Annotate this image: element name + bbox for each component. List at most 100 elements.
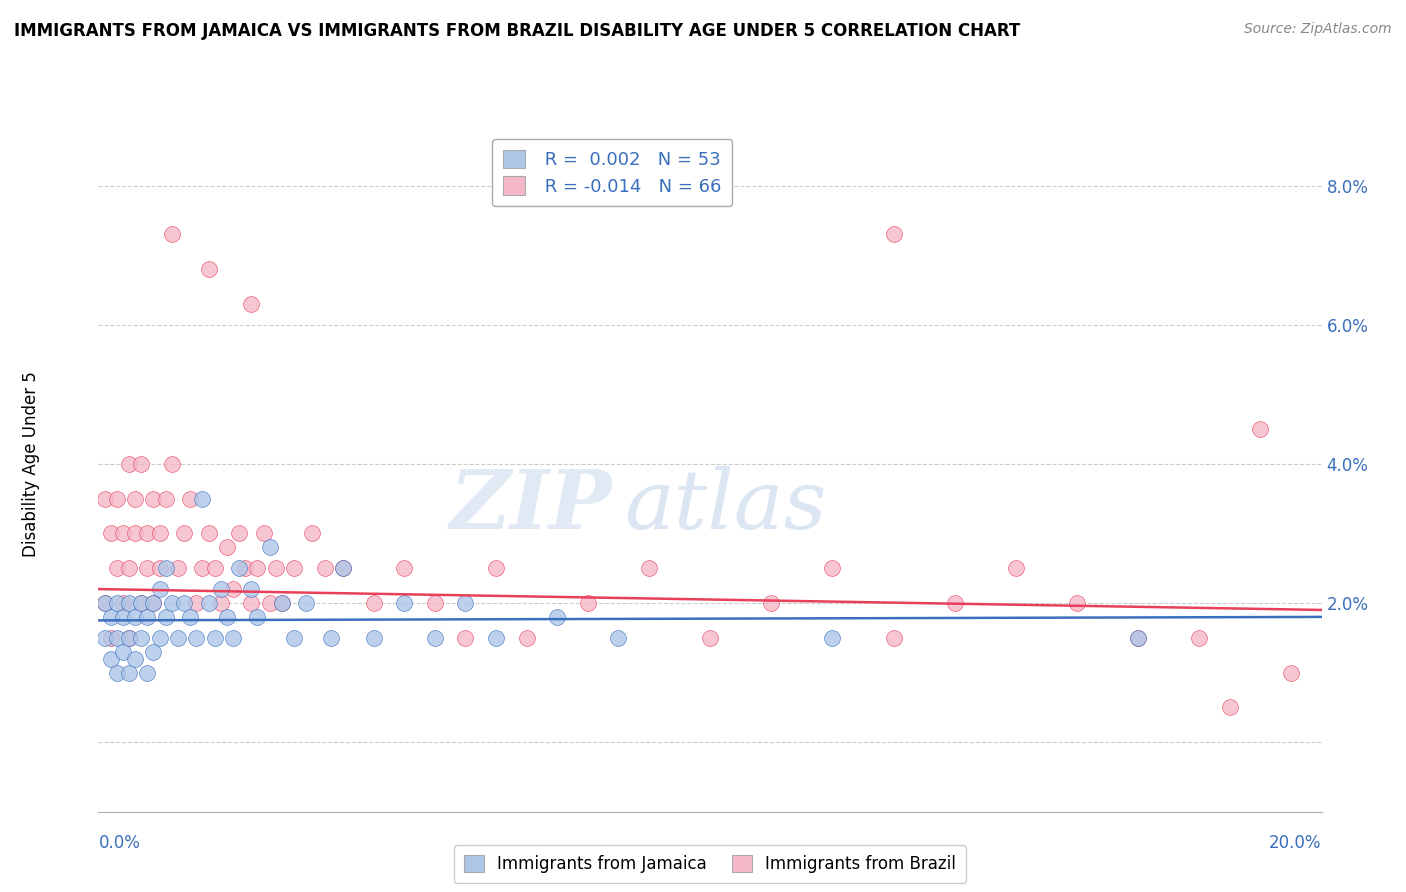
Point — [191, 561, 214, 575]
Point — [1066, 596, 1088, 610]
Point — [215, 541, 238, 555]
Point — [204, 561, 226, 575]
Point — [363, 631, 385, 645]
Point — [93, 596, 115, 610]
Point — [821, 561, 844, 575]
Point — [118, 665, 141, 680]
Point — [943, 596, 966, 610]
Point — [246, 610, 269, 624]
Point — [100, 610, 122, 624]
Point — [332, 561, 354, 575]
Text: IMMIGRANTS FROM JAMAICA VS IMMIGRANTS FROM BRAZIL DISABILITY AGE UNDER 5 CORRELA: IMMIGRANTS FROM JAMAICA VS IMMIGRANTS FR… — [14, 22, 1021, 40]
Point — [155, 610, 177, 624]
Point — [759, 596, 782, 610]
Point — [319, 631, 342, 645]
Point — [111, 645, 134, 659]
Point — [100, 526, 122, 541]
Point — [111, 526, 134, 541]
Point — [270, 596, 292, 610]
Point — [301, 526, 323, 541]
Text: Disability Age Under 5: Disability Age Under 5 — [22, 371, 39, 557]
Point — [546, 610, 568, 624]
Point — [197, 526, 219, 541]
Point — [136, 610, 159, 624]
Point — [264, 561, 287, 575]
Point — [118, 631, 141, 645]
Text: 20.0%: 20.0% — [1270, 834, 1322, 852]
Point — [883, 227, 905, 242]
Point — [118, 596, 141, 610]
Point — [142, 596, 165, 610]
Point — [209, 582, 232, 596]
Point — [173, 596, 195, 610]
Point — [93, 631, 115, 645]
Point — [136, 561, 159, 575]
Point — [1279, 665, 1302, 680]
Point — [118, 631, 141, 645]
Legend: Immigrants from Jamaica, Immigrants from Brazil: Immigrants from Jamaica, Immigrants from… — [454, 846, 966, 883]
Point — [105, 631, 128, 645]
Point — [270, 596, 292, 610]
Point — [197, 596, 219, 610]
Point — [149, 631, 172, 645]
Point — [111, 596, 134, 610]
Point — [607, 631, 630, 645]
Point — [155, 561, 177, 575]
Point — [118, 457, 141, 471]
Point — [283, 561, 305, 575]
Point — [100, 651, 122, 665]
Point — [179, 491, 201, 506]
Point — [149, 526, 172, 541]
Point — [1004, 561, 1026, 575]
Point — [283, 631, 305, 645]
Point — [129, 631, 152, 645]
Point — [454, 596, 477, 610]
Point — [332, 561, 354, 575]
Point — [1128, 631, 1150, 645]
Point — [142, 596, 165, 610]
Point — [142, 645, 165, 659]
Point — [197, 262, 219, 277]
Point — [314, 561, 336, 575]
Point — [252, 526, 274, 541]
Point — [222, 582, 245, 596]
Point — [209, 596, 232, 610]
Point — [363, 596, 385, 610]
Point — [124, 610, 146, 624]
Point — [149, 561, 172, 575]
Text: ZIP: ZIP — [450, 466, 612, 546]
Point — [246, 561, 269, 575]
Point — [821, 631, 844, 645]
Point — [228, 561, 250, 575]
Point — [392, 596, 416, 610]
Text: atlas: atlas — [624, 466, 827, 546]
Point — [204, 631, 226, 645]
Point — [454, 631, 477, 645]
Point — [637, 561, 661, 575]
Point — [699, 631, 721, 645]
Point — [124, 651, 146, 665]
Point — [485, 561, 508, 575]
Point — [124, 526, 146, 541]
Point — [129, 457, 152, 471]
Point — [155, 491, 177, 506]
Point — [1249, 422, 1271, 436]
Point — [105, 596, 128, 610]
Point — [160, 596, 183, 610]
Point — [240, 297, 263, 311]
Point — [259, 541, 281, 555]
Point — [240, 596, 263, 610]
Point — [136, 665, 159, 680]
Point — [1219, 700, 1241, 714]
Point — [1128, 631, 1150, 645]
Point — [173, 526, 195, 541]
Text: Source: ZipAtlas.com: Source: ZipAtlas.com — [1244, 22, 1392, 37]
Point — [423, 596, 446, 610]
Point — [93, 491, 115, 506]
Point — [142, 491, 165, 506]
Point — [118, 561, 141, 575]
Point — [129, 596, 152, 610]
Point — [576, 596, 599, 610]
Point — [179, 610, 201, 624]
Point — [191, 491, 214, 506]
